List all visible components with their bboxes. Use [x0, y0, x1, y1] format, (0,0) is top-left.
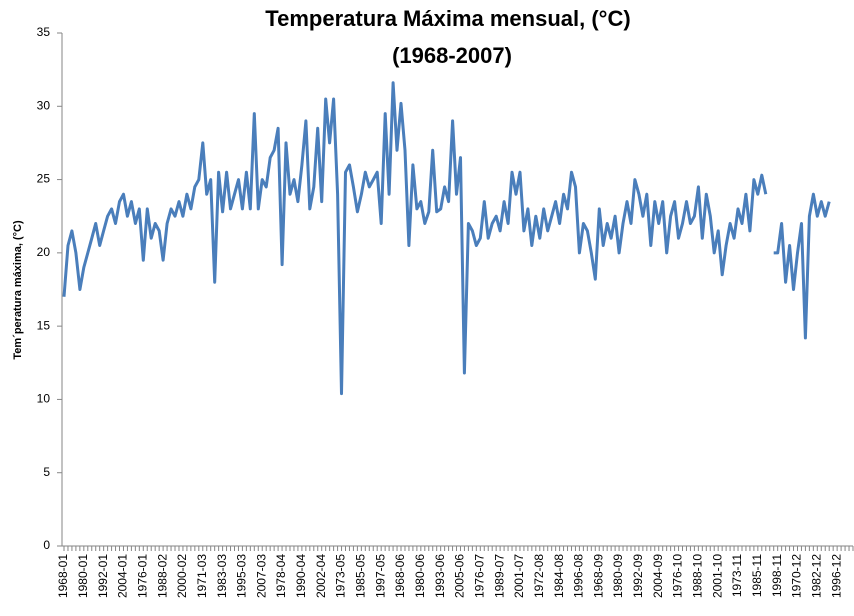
x-tick-label: 1973-05 — [334, 554, 348, 598]
x-tick-label: 1978-04 — [274, 554, 288, 598]
x-tick-label: 1980-09 — [611, 554, 625, 598]
line-series — [62, 81, 831, 396]
x-tick-label: 1998-11 — [770, 554, 784, 597]
x-tick-label: 2005-06 — [453, 554, 467, 598]
y-tick-label: 15 — [37, 318, 51, 332]
x-tick-label: 1970-12 — [790, 554, 804, 598]
y-tick-label: 30 — [37, 98, 51, 112]
x-tick-label: 1985-05 — [354, 554, 368, 598]
x-tick-label: 1997-05 — [373, 554, 387, 598]
x-tick-label: 2004-01 — [116, 554, 130, 598]
x-tick-label: 1992-01 — [96, 554, 110, 598]
y-tick-label: 5 — [43, 465, 50, 479]
y-tick-label: 10 — [37, 392, 51, 406]
x-tick-label: 1976-10 — [671, 554, 685, 598]
x-tick-label: 1968-01 — [56, 554, 70, 598]
x-tick-label: 1980-01 — [76, 554, 90, 598]
x-tick-label: 1983-03 — [215, 554, 229, 598]
x-tick-label: 1990-04 — [294, 554, 308, 598]
x-tick-label: 1995-03 — [235, 554, 249, 598]
x-tick-label: 1982-12 — [809, 554, 823, 598]
x-tick-label: 1993-06 — [433, 554, 447, 598]
x-tick-label: 2001-07 — [512, 554, 526, 598]
x-tick-label: 2001-10 — [710, 554, 724, 598]
x-tick-label: 2007-03 — [254, 554, 268, 598]
x-tick-label: 1968-09 — [591, 554, 605, 598]
x-tick-label: 1976-01 — [135, 554, 149, 598]
y-tick-label: 0 — [43, 538, 50, 552]
x-tick-label: 1985-11 — [750, 554, 764, 597]
x-tick-label: 1988-10 — [691, 554, 705, 598]
x-tick-label: 1996-08 — [572, 554, 586, 598]
x-tick-label: 1973-11 — [730, 554, 744, 597]
x-tick-label: 2004-09 — [651, 554, 665, 598]
chart-title: Temperatura Máxima mensual, (°C) — [265, 6, 630, 31]
x-tick-label: 1971-03 — [195, 554, 209, 598]
x-tick-label: 1988-02 — [155, 554, 169, 598]
y-tick-label: 35 — [37, 25, 51, 39]
y-tick-label: 25 — [37, 172, 51, 186]
x-tick-label: 1980-06 — [413, 554, 427, 598]
x-tick-label: 1972-08 — [532, 554, 546, 598]
x-tick-label: 2002-04 — [314, 554, 328, 598]
x-tick-label: 1992-09 — [631, 554, 645, 598]
x-tick-label: 1976-07 — [472, 554, 486, 598]
x-tick-label: 1996-12 — [829, 554, 843, 598]
y-axis-label: Tem´peratura máxima, (°C) — [12, 220, 24, 360]
x-tick-label: 1968-06 — [393, 554, 407, 598]
x-tick-label: 2000-02 — [175, 554, 189, 598]
chart-subtitle: (1968-2007) — [392, 43, 512, 68]
x-tick-label: 1989-07 — [492, 554, 506, 598]
x-tick-label: 1984-08 — [552, 554, 566, 598]
y-tick-label: 20 — [37, 245, 51, 259]
